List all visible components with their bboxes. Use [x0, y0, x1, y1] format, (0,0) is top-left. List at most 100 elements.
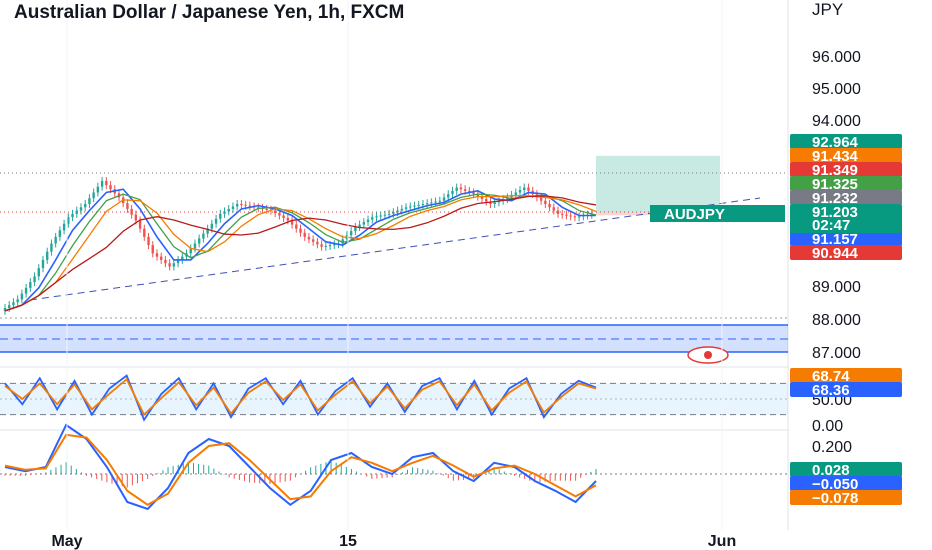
symbol-tag: AUDJPY — [664, 206, 725, 223]
candle-body — [54, 236, 57, 244]
candle-body — [324, 245, 328, 247]
price-label: 91.434 — [812, 148, 859, 165]
candle-body — [307, 236, 311, 240]
candle-body — [404, 207, 408, 209]
countdown-bg — [790, 218, 902, 233]
candle-body — [328, 245, 332, 247]
candle-body — [438, 200, 442, 202]
candle-body — [514, 192, 517, 195]
ma-green — [4, 193, 597, 312]
candle-body — [92, 192, 95, 199]
candle-body — [168, 263, 171, 267]
candle-body — [79, 207, 83, 211]
x-tick-label: Jun — [708, 533, 736, 550]
candle-body — [147, 236, 150, 246]
y-tick-label: 95.000 — [812, 81, 861, 98]
candle-body — [24, 287, 28, 294]
candle-body — [366, 219, 370, 223]
candle-body — [96, 186, 100, 193]
candle-body — [527, 187, 530, 191]
signal-line — [4, 433, 597, 506]
candle-body — [362, 222, 366, 225]
candle-body — [227, 208, 230, 212]
candle-body — [485, 199, 488, 202]
support-zone[interactable] — [0, 317, 788, 364]
candle-body — [548, 204, 551, 208]
candle-body — [303, 232, 306, 237]
candle-body — [151, 245, 154, 254]
price-label: 91.203 — [812, 204, 858, 221]
candle-body — [349, 231, 353, 236]
y-tick-label: 89.000 — [812, 279, 861, 296]
y-tick-label: 94.000 — [812, 113, 861, 130]
candle-body — [468, 190, 471, 193]
candle-body — [12, 302, 15, 306]
candle-body — [164, 259, 167, 264]
macd-label: −0.050 — [812, 476, 858, 493]
price-series — [3, 176, 597, 315]
candle-body — [476, 194, 479, 197]
candle-body — [248, 205, 252, 207]
candle-body — [463, 189, 467, 191]
candle-body — [299, 228, 302, 233]
candle-body — [375, 216, 378, 218]
price-label: 91.349 — [812, 162, 858, 179]
candle-body — [518, 190, 522, 193]
candle-body — [455, 187, 458, 191]
candle-body — [88, 198, 91, 204]
candle-body — [539, 197, 543, 201]
candle-body — [556, 210, 560, 214]
candle-body — [278, 213, 281, 216]
candle-body — [413, 205, 416, 207]
candle-body — [130, 208, 133, 215]
candle-body — [472, 192, 475, 195]
y-tick-label: 88.000 — [812, 312, 861, 329]
macd-label-bg — [790, 476, 902, 491]
candle-body — [577, 216, 581, 218]
candle-body — [320, 244, 323, 247]
price-label: 92.964 — [812, 134, 859, 151]
candle-body — [235, 204, 239, 207]
candle-body — [193, 243, 197, 249]
macd-label: 0.028 — [812, 462, 850, 479]
price-label: 91.325 — [812, 176, 858, 193]
candle-body — [20, 293, 24, 300]
candle-body — [240, 204, 243, 205]
macd-panel — [0, 423, 788, 511]
stochastic-panel — [0, 374, 788, 422]
candle-body — [231, 206, 235, 209]
candle-body — [493, 202, 496, 204]
ma-orange — [4, 195, 597, 312]
candle-body — [442, 197, 446, 201]
stoch-label: 68.74 — [812, 368, 850, 385]
candle-body — [569, 215, 572, 217]
y-tick-label: 87.000 — [812, 345, 861, 362]
candle-body — [565, 214, 568, 216]
candle-body — [409, 206, 412, 208]
y-tick-label: 96.000 — [812, 49, 861, 66]
candle-body — [265, 208, 268, 210]
candle-body — [244, 204, 247, 206]
candle-body — [138, 220, 142, 229]
ma-blue — [4, 188, 596, 312]
y-tick-label: 0.00 — [812, 418, 843, 435]
candle-body — [311, 239, 315, 242]
macd-label-bg — [790, 462, 902, 477]
candle-body — [41, 259, 45, 269]
candle-body — [273, 210, 277, 214]
candle-body — [67, 217, 70, 224]
time-axis[interactable]: May 15 Jun — [51, 0, 736, 550]
candle-body — [341, 239, 344, 244]
candle-body — [223, 211, 226, 214]
candle-body — [37, 268, 40, 277]
candle-body — [75, 210, 78, 214]
trendlines[interactable] — [29, 197, 761, 301]
candle-body — [134, 214, 138, 221]
candle-body — [451, 190, 454, 195]
candle-body — [58, 230, 62, 237]
candle-body — [523, 187, 526, 191]
candle-body — [84, 204, 87, 208]
candle-body — [396, 210, 399, 213]
